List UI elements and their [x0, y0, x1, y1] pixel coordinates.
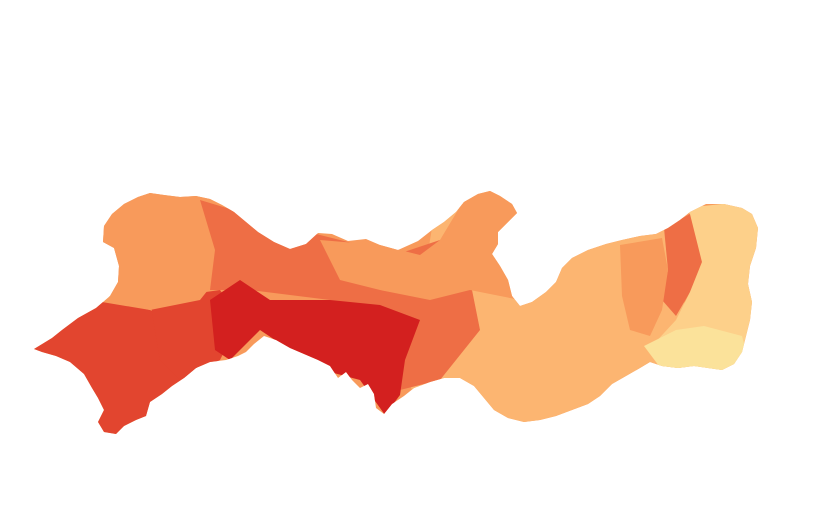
map-zone-mata-strip: [662, 214, 702, 316]
map-zone-coast-south: [644, 326, 748, 374]
map-zone-center-north: [320, 191, 520, 300]
map-zone-mata-east: [620, 238, 668, 336]
map-zone-west-center: [200, 200, 430, 330]
map-zone-center-south: [210, 280, 420, 415]
map-zone-west-north: [90, 191, 240, 310]
